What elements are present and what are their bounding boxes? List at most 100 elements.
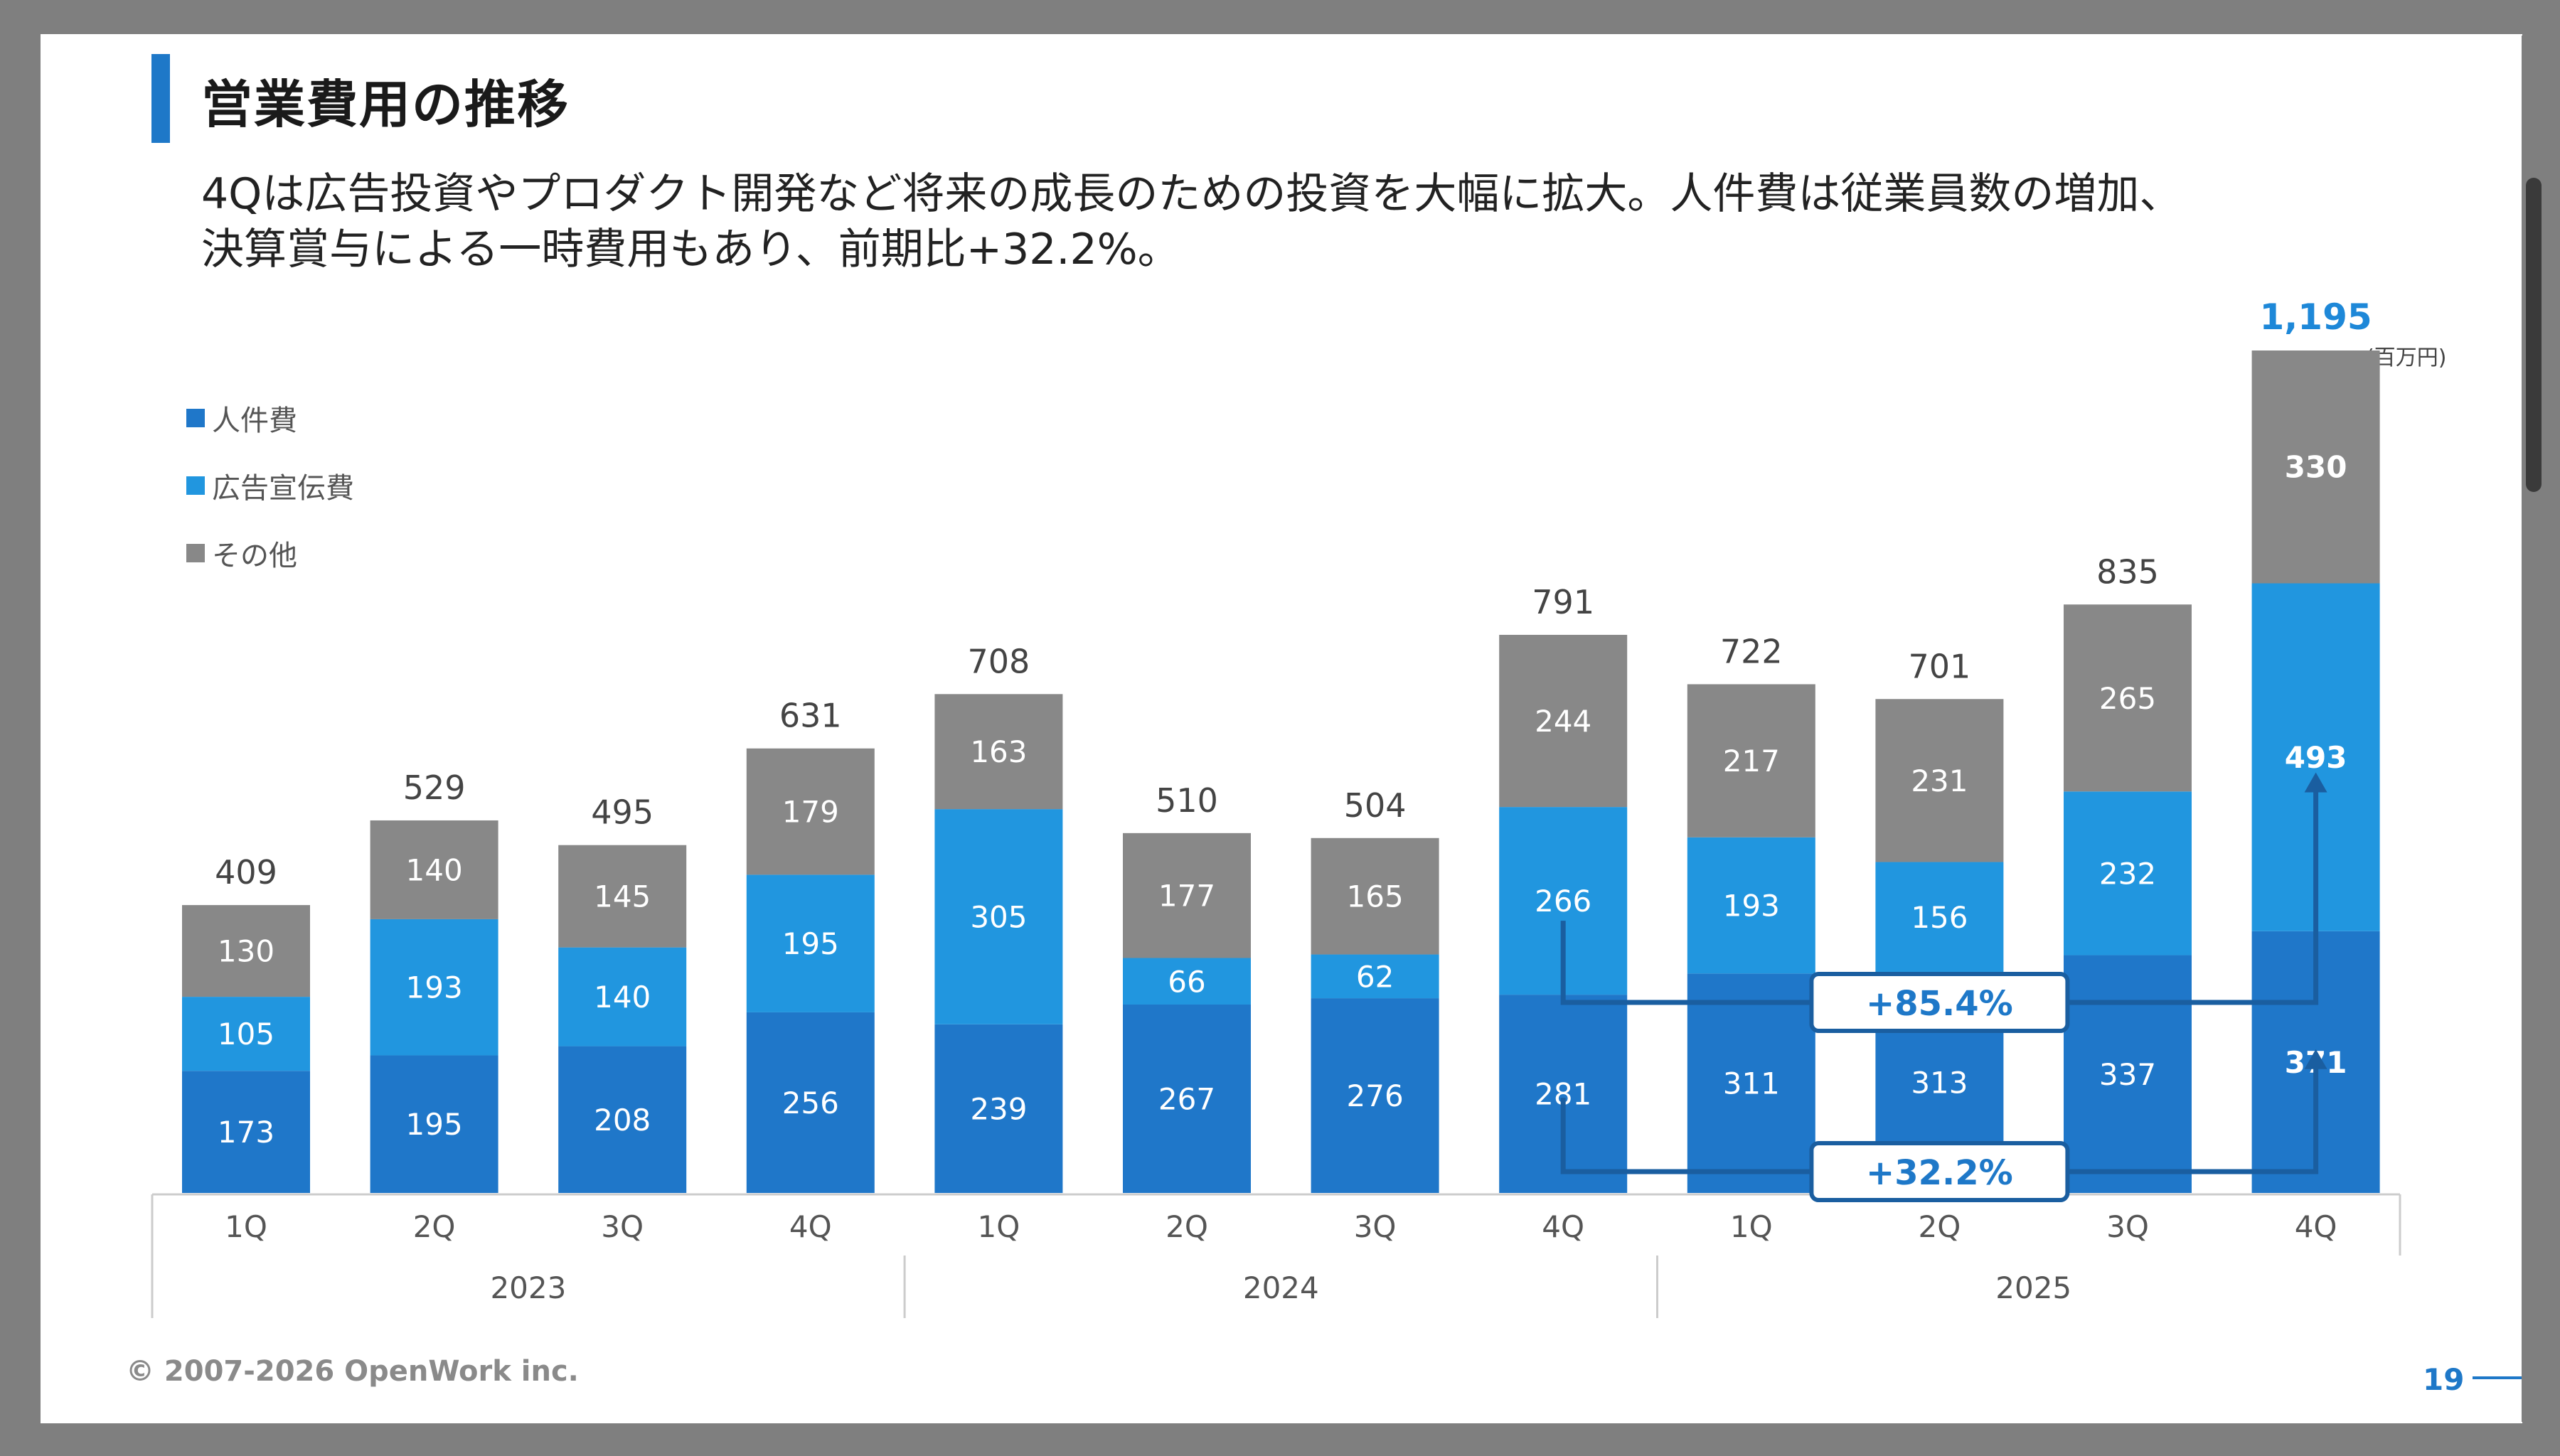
x-tick-label: 1Q [1730, 1209, 1773, 1244]
bar-total-label: 791 [1532, 583, 1594, 621]
x-tick-label: 2Q [413, 1209, 456, 1244]
legend-item-advertising: 広告宣伝費 [186, 468, 354, 505]
slide: 営業費用の推移 4Qは広告投資やプロダクト開発など将来の成長のための投資を大幅に… [41, 34, 2522, 1423]
year-group-label: 2025 [1995, 1270, 2071, 1305]
segment-value-label: 208 [594, 1103, 651, 1138]
segment-value-label: 165 [1347, 879, 1404, 914]
x-tick-label: 2Q [1919, 1209, 1961, 1244]
bar-segment [1311, 998, 1439, 1193]
year-group-label: 2023 [490, 1270, 566, 1305]
segment-value-label: 232 [2099, 856, 2156, 891]
segment-value-label: 140 [594, 980, 651, 1015]
segment-value-label: 130 [218, 934, 274, 969]
bar-segment [182, 1071, 310, 1193]
legend-swatch-advertising [186, 476, 205, 495]
scrollbar-thumb[interactable] [2526, 178, 2542, 492]
bar-segment [182, 905, 310, 997]
segment-value-label: 276 [1347, 1078, 1404, 1113]
x-tick-label: 3Q [601, 1209, 644, 1244]
bar-segment [370, 820, 498, 919]
bar-total-label: 529 [403, 769, 466, 807]
legend-swatch-other [186, 544, 205, 562]
bar-segment [1123, 833, 1251, 958]
bar-total-label: 722 [1720, 632, 1783, 670]
bar-total-label: 510 [1156, 781, 1218, 820]
bar-segment [558, 1046, 687, 1193]
bar-segment [370, 1055, 498, 1193]
bar-segment [182, 997, 310, 1071]
bar-segment [746, 874, 875, 1012]
bar-segment [1123, 1005, 1251, 1193]
stacked-bar-chart: 173 105 130 409 195 193 140 529 208 140 145 495 256 1… [151, 296, 2401, 1318]
segment-value-label: 493 [2285, 740, 2347, 775]
bar-segment [2251, 350, 2380, 584]
segment-value-label: 105 [218, 1017, 274, 1051]
growth-arrowhead [2304, 772, 2327, 793]
segment-value-label: 267 [1158, 1082, 1215, 1117]
segment-value-label: 337 [2099, 1057, 2156, 1092]
chart-legend: 人件費 広告宣伝費 その他 [186, 400, 354, 603]
bar-total-label: 835 [2096, 552, 2159, 591]
growth-rate-box [1809, 972, 2070, 1033]
bar-segment [934, 1024, 1063, 1193]
bar-total-label: 708 [967, 642, 1030, 680]
segment-value-label: 66 [1168, 964, 1205, 999]
segment-value-label: 173 [218, 1115, 274, 1150]
legend-item-other: その他 [186, 535, 354, 572]
segment-value-label: 266 [1535, 884, 1591, 919]
bar-segment [1875, 699, 2004, 862]
page-title: 営業費用の推移 [201, 75, 570, 134]
segment-value-label: 179 [782, 795, 839, 830]
legend-label-advertising: 広告宣伝費 [212, 472, 354, 505]
growth-rate-label: +32.2% [1866, 1153, 2013, 1193]
bar-total-label: 1,195 [2260, 296, 2372, 338]
segment-value-label: 231 [1911, 764, 1968, 798]
segment-value-label: 193 [1723, 889, 1780, 924]
page-number-rule [2473, 1376, 2522, 1379]
bar-segment [746, 1012, 875, 1193]
bar-segment [934, 809, 1063, 1024]
segment-value-label: 244 [1535, 704, 1591, 739]
x-tick-label: 2Q [1166, 1209, 1208, 1244]
segment-value-label: 256 [782, 1086, 839, 1120]
bar-segment [934, 694, 1063, 810]
bar-total-label: 409 [215, 853, 277, 892]
title-accent-bar [151, 54, 170, 143]
growth-rate-label: +85.4% [1866, 984, 2013, 1024]
bar-segment [558, 947, 687, 1046]
segment-value-label: 330 [2285, 450, 2347, 485]
segment-value-label: 311 [1723, 1066, 1780, 1101]
bar-segment [1687, 684, 1815, 837]
x-tick-label: 3Q [1354, 1209, 1397, 1244]
bar-segment [2064, 604, 2192, 792]
subtitle-line-2: 決算賞与による一時費用もあり、前期比+32.2%。 [201, 225, 1180, 274]
bar-segment [1687, 837, 1815, 974]
legend-swatch-personnel [186, 409, 205, 427]
segment-value-label: 195 [406, 1107, 463, 1142]
page-number: 19 [2423, 1362, 2465, 1397]
segment-value-label: 140 [406, 852, 463, 887]
x-tick-label: 4Q [2295, 1209, 2337, 1244]
segment-value-label: 163 [970, 734, 1027, 769]
segment-value-label: 145 [594, 879, 651, 914]
segment-value-label: 195 [782, 926, 839, 961]
segment-value-label: 156 [1911, 900, 1968, 935]
bar-total-label: 701 [1908, 647, 1970, 685]
segment-value-label: 239 [970, 1091, 1027, 1126]
segment-value-label: 177 [1158, 879, 1215, 914]
x-tick-label: 4Q [789, 1209, 832, 1244]
bar-segment [1687, 973, 1815, 1193]
bar-segment [2064, 955, 2192, 1193]
segment-value-label: 305 [970, 899, 1027, 934]
x-tick-label: 3Q [2106, 1209, 2149, 1244]
page-subtitle: 4Qは広告投資やプロダクト開発など将来の成長のための投資を大幅に拡大。人件費は従… [201, 166, 2182, 277]
bar-segment [1123, 958, 1251, 1005]
growth-arrowhead [2304, 1049, 2327, 1069]
bar-segment [746, 748, 875, 875]
bar-segment [2064, 791, 2192, 956]
bar-segment [1311, 954, 1439, 999]
x-tick-label: 1Q [978, 1209, 1020, 1244]
year-group-label: 2024 [1243, 1270, 1319, 1305]
bar-total-label: 504 [1344, 786, 1407, 825]
bar-segment [558, 845, 687, 948]
